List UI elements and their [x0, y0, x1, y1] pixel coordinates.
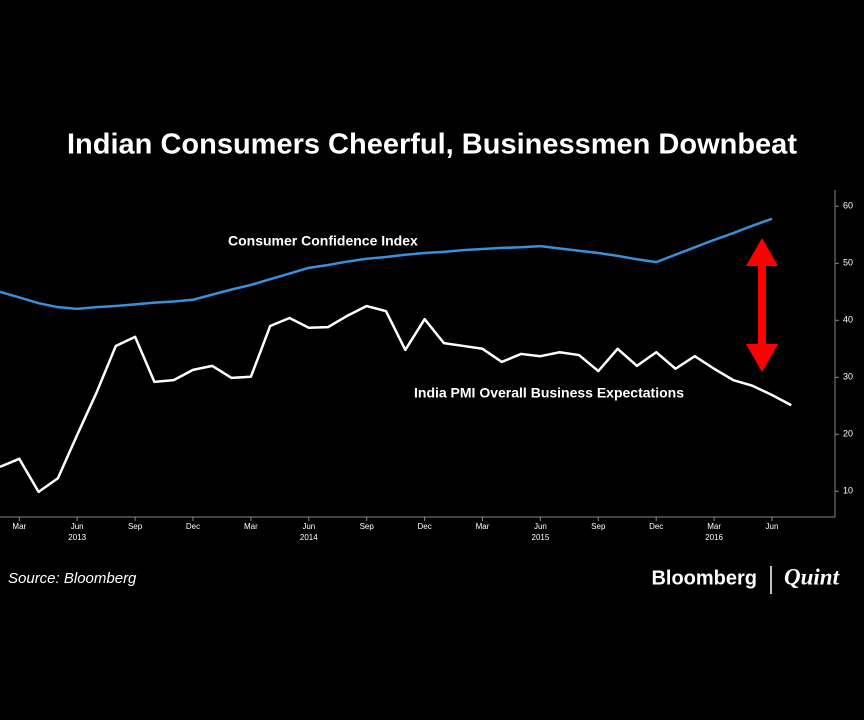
x-tick-label: Jun	[302, 522, 315, 531]
x-tick-label: Jun	[534, 522, 547, 531]
y-tick-label: 20	[843, 429, 853, 439]
y-tick-label: 50	[843, 258, 853, 268]
x-tick-label: Jun	[71, 522, 84, 531]
x-tick-label: Sep	[591, 522, 606, 531]
series-label: Consumer Confidence Index	[228, 233, 418, 249]
brand: Bloomberg	[651, 567, 757, 589]
x-tick-label: Mar	[707, 522, 721, 531]
x-year-label: 2015	[532, 533, 550, 542]
y-tick-label: 30	[843, 372, 853, 382]
y-tick-label: 10	[843, 486, 853, 496]
series-line	[0, 304, 792, 494]
x-tick-label: Dec	[649, 522, 663, 531]
chart-title: Indian Consumers Cheerful, Businessmen D…	[67, 129, 797, 161]
series-label: India PMI Overall Business Expectations	[414, 385, 684, 401]
x-tick-label: Sep	[128, 522, 143, 531]
x-tick-label: Dec	[417, 522, 431, 531]
series-line	[0, 217, 773, 311]
brand-partner: Quint	[784, 564, 840, 589]
x-year-label: 2016	[705, 533, 723, 542]
y-tick-label: 60	[843, 201, 853, 211]
x-year-label: 2013	[68, 533, 86, 542]
arrow	[746, 238, 778, 372]
y-tick-label: 40	[843, 315, 853, 325]
x-tick-label: Mar	[476, 522, 490, 531]
x-tick-label: Dec	[186, 522, 200, 531]
x-tick-label: Mar	[12, 522, 26, 531]
x-tick-label: Sep	[360, 522, 375, 531]
source: Source: Bloomberg	[8, 570, 137, 587]
x-tick-label: Jun	[766, 522, 779, 531]
x-tick-label: Mar	[244, 522, 258, 531]
x-year-label: 2014	[300, 533, 318, 542]
